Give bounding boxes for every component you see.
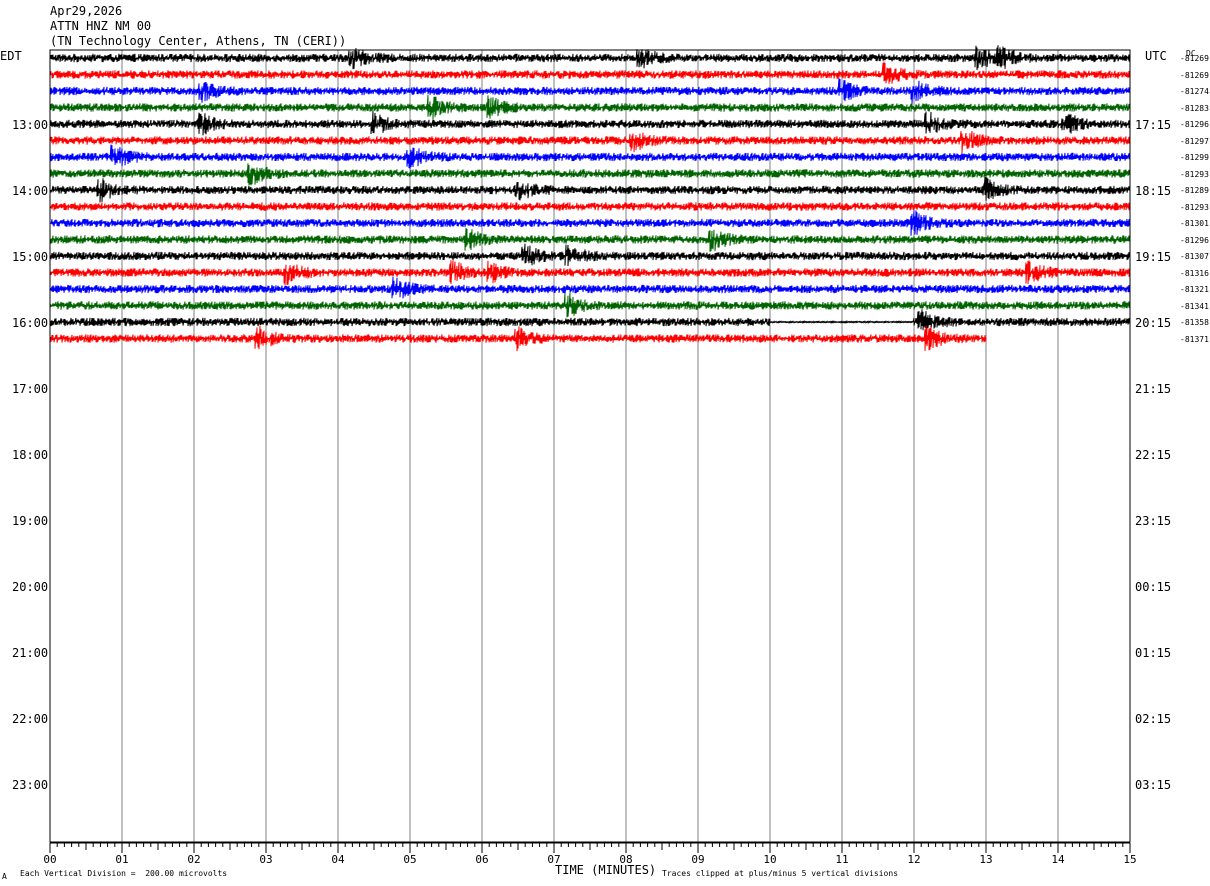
time-axis: 00 01 02 03 04 05 06 07 08 09 10 11 12 13 14 15 <box>43 49 1137 866</box>
corner-mark: A <box>2 872 7 881</box>
seismic-trace <box>50 78 1131 105</box>
date-label: Apr29,2026 <box>50 4 123 18</box>
x-tick-label: 13 <box>979 853 992 866</box>
x-axis-title: TIME (MINUTES) <box>555 863 657 877</box>
x-tick-label: 08 <box>619 853 632 866</box>
seismic-trace <box>50 202 1131 211</box>
edt-hour-label: 16:00 <box>12 316 49 330</box>
dc-offset-value: -81321 <box>1180 285 1209 294</box>
dc-offset-value: -81296 <box>1180 235 1209 245</box>
scale-note: Each Vertical Division = 200.00 microvol… <box>20 869 228 878</box>
dc-offset-value: -81299 <box>1180 153 1209 162</box>
dc-offset-value: -81293 <box>1180 169 1209 179</box>
seismic-trace <box>50 292 1131 318</box>
edt-hour-label: 22:00 <box>12 712 49 726</box>
utc-hour-label: 20:15 <box>1135 316 1172 330</box>
seismic-trace <box>50 210 1131 236</box>
seismic-trace <box>50 260 1131 286</box>
utc-hour-label: 17:15 <box>1135 118 1172 132</box>
utc-hour-label: 22:15 <box>1135 448 1172 462</box>
dc-offset-value: -81371 <box>1180 334 1209 344</box>
x-tick-label: 07 <box>547 853 560 866</box>
x-tick-label: 02 <box>187 853 200 866</box>
edt-hour-label: 17:00 <box>12 382 49 396</box>
left-timezone-label: EDT <box>0 49 22 63</box>
x-tick-label: 01 <box>115 853 128 866</box>
dc-offset-value: -81301 <box>1180 219 1209 228</box>
seismic-trace <box>50 177 1131 203</box>
seismic-trace <box>50 309 1131 333</box>
edt-hour-label: 20:00 <box>12 580 49 594</box>
dc-offset-value: -81358 <box>1180 318 1209 327</box>
dc-offset-value: -81341 <box>1180 301 1209 311</box>
seismic-trace <box>50 276 1131 299</box>
utc-hour-label: 23:15 <box>1135 514 1172 528</box>
edt-hour-label: 14:00 <box>12 184 49 198</box>
seismic-trace <box>50 144 1131 170</box>
seismic-trace <box>50 163 1131 186</box>
x-tick-label: 15 <box>1123 853 1136 866</box>
utc-hour-label: 19:15 <box>1135 250 1172 264</box>
dc-offset-value: -81293 <box>1180 202 1209 212</box>
seismic-trace <box>50 45 1131 71</box>
edt-hour-label: 15:00 <box>12 250 49 264</box>
x-tick-label: 12 <box>907 853 920 866</box>
x-tick-label: 06 <box>475 853 488 866</box>
edt-hour-label: 21:00 <box>12 646 49 660</box>
utc-hour-label: 03:15 <box>1135 778 1172 792</box>
dc-offset-value: -81269 <box>1180 54 1209 63</box>
dc-offset-value: -81296 <box>1180 120 1209 129</box>
x-tick-label: 09 <box>691 853 704 866</box>
right-timezone-label: UTC <box>1145 49 1167 63</box>
location-label: (TN Technology Center, Athens, TN (CERI)… <box>50 34 347 48</box>
plot-frame <box>49 49 1131 843</box>
utc-hour-label: 00:15 <box>1135 580 1172 594</box>
x-tick-label: 14 <box>1051 853 1065 866</box>
edt-hour-label: 13:00 <box>12 118 49 132</box>
seismic-trace <box>50 94 1131 120</box>
clip-note: Traces clipped at plus/minus 5 vertical … <box>662 869 899 878</box>
seismic-traces <box>50 45 1131 352</box>
dc-offset-value: -81307 <box>1180 252 1209 261</box>
seismic-trace <box>50 325 987 352</box>
utc-hour-label: 18:15 <box>1135 184 1172 198</box>
dc-offset-value: -81274 <box>1180 87 1209 96</box>
x-tick-label: 03 <box>259 853 272 866</box>
utc-hour-label: 02:15 <box>1135 712 1172 726</box>
x-tick-label: 04 <box>331 853 345 866</box>
x-tick-label: 11 <box>835 853 848 866</box>
seismic-trace <box>50 243 1131 267</box>
dc-offset-value: -81316 <box>1180 268 1209 278</box>
utc-hour-label: 21:15 <box>1135 382 1172 396</box>
edt-hour-label: 18:00 <box>12 448 49 462</box>
edt-hour-label: 19:00 <box>12 514 49 528</box>
dc-offset-value: -81283 <box>1180 103 1209 113</box>
utc-hour-label: 01:15 <box>1135 646 1172 660</box>
minute-gridlines <box>121 50 1059 842</box>
x-tick-label: 10 <box>763 853 776 866</box>
seismic-trace <box>50 61 1131 84</box>
dc-offset-value: -81289 <box>1180 186 1209 195</box>
seismic-trace <box>50 111 1131 136</box>
dc-header-label: DC <box>1186 49 1196 58</box>
seismic-trace <box>50 130 1131 154</box>
x-tick-label: 05 <box>403 853 416 866</box>
seismic-trace <box>50 227 1131 252</box>
dc-offset-value: -81269 <box>1180 70 1209 80</box>
dc-offset-value: -81297 <box>1180 136 1209 146</box>
station-label: ATTN HNZ NM 00 <box>50 19 152 33</box>
x-tick-label: 00 <box>43 853 56 866</box>
edt-hour-label: 23:00 <box>12 778 49 792</box>
